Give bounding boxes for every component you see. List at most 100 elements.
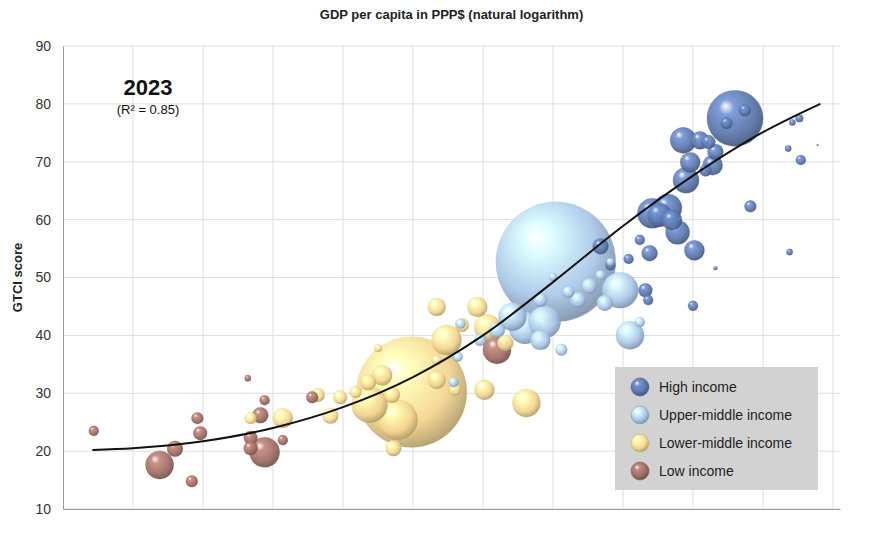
bubble <box>721 117 733 129</box>
legend-box <box>615 367 818 490</box>
bubble <box>713 266 717 270</box>
grid-line-y <box>63 46 840 47</box>
y-axis-line <box>63 47 64 510</box>
legend: High income Upper-middle income Lower-midd… <box>615 367 818 490</box>
bubble <box>680 152 700 172</box>
x-axis <box>64 509 841 511</box>
y-tick: 50 <box>35 269 63 285</box>
bubble <box>455 318 469 332</box>
bubble <box>796 155 806 165</box>
y-tick: 80 <box>35 96 63 112</box>
bubble <box>474 380 494 400</box>
legend-marker <box>631 462 649 480</box>
plot-root: 10 20 30 40 50 60 70 80 90 <box>35 38 840 517</box>
y-tick: 30 <box>35 385 63 401</box>
y-tick-label: 60 <box>35 212 51 228</box>
grid <box>63 46 840 509</box>
y-axis-title: GTCI score <box>10 243 25 312</box>
bubble <box>635 317 645 327</box>
legend-marker <box>631 378 649 396</box>
annotation: (R² = 0.85) <box>117 102 180 117</box>
bubble <box>739 104 751 116</box>
bubble <box>597 295 613 311</box>
grid-line-y <box>63 161 840 162</box>
y-tick: 70 <box>35 154 63 170</box>
bubble <box>333 390 347 404</box>
legend-marker <box>631 434 649 452</box>
bubble <box>684 240 704 260</box>
x-axis-line <box>64 509 841 510</box>
y-tick-label: 30 <box>35 385 51 401</box>
bubble <box>662 210 682 230</box>
legend-item: Upper-middle income <box>631 406 792 424</box>
legend-item: High income <box>631 378 737 396</box>
bubble <box>606 258 614 266</box>
bubble <box>701 135 715 149</box>
grid-line-y <box>63 509 840 510</box>
bubble <box>306 391 318 403</box>
bubble <box>497 335 513 351</box>
legend-label: Lower-middle income <box>659 435 792 451</box>
bubble <box>428 298 446 316</box>
y-tick-label: 90 <box>35 38 51 54</box>
legend-label: Upper-middle income <box>659 407 792 423</box>
bubble <box>638 283 652 297</box>
y-tick: 10 <box>35 501 63 517</box>
bubble <box>449 377 459 387</box>
legend-label: High income <box>659 379 737 395</box>
bubble <box>89 426 99 436</box>
bubble <box>467 297 487 317</box>
bubble <box>688 301 698 311</box>
y-tick: 20 <box>35 443 63 459</box>
bubble <box>428 371 446 389</box>
y-tick: 40 <box>35 327 63 343</box>
bubble <box>145 451 173 479</box>
bubble <box>244 441 258 455</box>
grid-line-y <box>63 277 840 278</box>
bubble <box>456 319 466 329</box>
bubble <box>374 344 382 352</box>
y-tick-label: 20 <box>35 443 51 459</box>
bubble <box>744 200 756 212</box>
bubble <box>624 254 634 264</box>
bubble <box>245 412 257 424</box>
legend-item: Low income <box>631 462 734 480</box>
bubble <box>191 412 203 424</box>
bubble <box>786 249 792 255</box>
y-tick: 60 <box>35 212 63 228</box>
bubble <box>789 119 795 125</box>
y-tick-label: 40 <box>35 327 51 343</box>
chart-svg: 10 20 30 40 50 60 70 80 90 GDP per capita in PPP$… <box>0 0 883 543</box>
bubble <box>385 440 401 456</box>
bubble <box>593 238 609 254</box>
bubble <box>512 389 540 417</box>
y-tick-label: 10 <box>35 501 51 517</box>
bubble <box>596 270 606 280</box>
bubble <box>260 395 270 405</box>
y-axis: 10 20 30 40 50 60 70 80 90 <box>35 38 63 517</box>
legend-marker <box>631 406 649 424</box>
bubble <box>530 330 550 350</box>
bubble <box>785 145 791 151</box>
bubble <box>278 435 288 445</box>
bubble <box>817 144 819 146</box>
bubble <box>635 235 645 245</box>
bubble <box>350 386 362 398</box>
bubble <box>360 374 376 390</box>
bubble <box>555 344 567 356</box>
bubble <box>642 245 658 261</box>
grid-line-y <box>63 219 840 220</box>
y-tick-label: 80 <box>35 96 51 112</box>
y-tick-label: 70 <box>35 154 51 170</box>
bubble <box>193 426 207 440</box>
bubble <box>643 295 653 305</box>
y-tick-label: 50 <box>35 269 51 285</box>
bubble <box>581 278 597 294</box>
bubble <box>245 375 251 381</box>
chart-container: 10 20 30 40 50 60 70 80 90 GDP per capita in PPP$… <box>0 0 883 543</box>
x-axis-title: GDP per capita in PPP$ (natural logarith… <box>320 7 583 22</box>
legend-item: Lower-middle income <box>631 434 792 452</box>
bubble <box>562 286 574 298</box>
y-tick: 90 <box>35 38 63 54</box>
bubble <box>186 475 198 487</box>
